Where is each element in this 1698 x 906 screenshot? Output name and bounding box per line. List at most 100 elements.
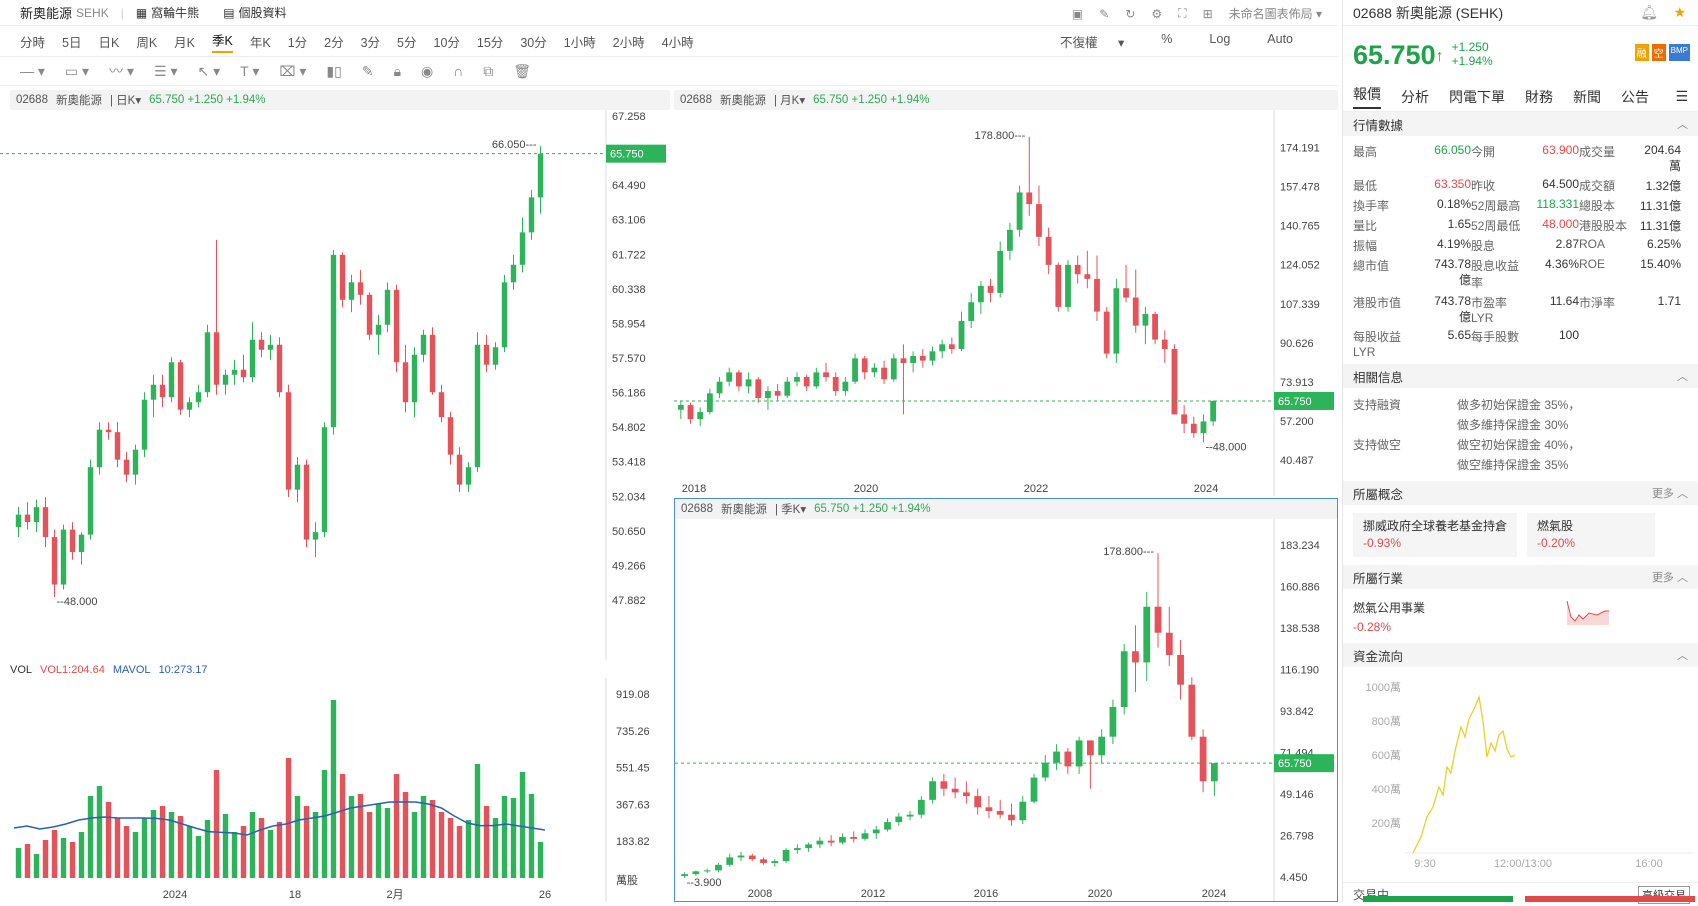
section-quote[interactable]: 行情數據 ︿ <box>1343 112 1698 136</box>
period-item[interactable]: 4小時 <box>661 35 694 50</box>
fib-tool-icon[interactable]: ☰ ▾ <box>154 62 178 79</box>
period-item[interactable]: 1小時 <box>563 35 596 50</box>
quote-value <box>1639 328 1681 359</box>
section-concept[interactable]: 所屬概念 更多 ︿ <box>1343 481 1698 505</box>
period-item[interactable]: 月K <box>174 35 195 50</box>
more-link[interactable]: 更多 ︿ <box>1651 488 1688 500</box>
document-icon: ▤ <box>223 5 235 20</box>
period-item[interactable]: 10分 <box>433 35 460 50</box>
candle-body <box>929 781 936 800</box>
more-link[interactable]: 更多 ︿ <box>1651 572 1688 584</box>
volume-bar <box>303 806 310 878</box>
period-item[interactable]: 2小時 <box>612 35 645 50</box>
arrow-tool-icon[interactable]: ↖ ▾ <box>197 62 221 79</box>
period-item[interactable]: 年K <box>249 35 271 50</box>
candle-body <box>1132 651 1139 663</box>
layers-icon[interactable]: ⧉ <box>483 62 494 79</box>
candle-body <box>816 840 824 845</box>
period-item[interactable]: 分時 <box>20 35 46 50</box>
adjust-select[interactable]: 不復權 ▾ <box>1060 35 1125 50</box>
candle-body <box>793 848 801 850</box>
refresh-icon[interactable]: ↻ <box>1125 6 1136 21</box>
period-item[interactable]: 2分 <box>324 35 344 50</box>
concept-card[interactable]: 挪威政府全球養老基金持倉 -0.93% <box>1353 513 1518 557</box>
warrant-icon: ▦ <box>135 5 148 20</box>
industry-item[interactable]: 燃氣公用事業 -0.28% <box>1343 589 1698 643</box>
pencil-icon[interactable]: ✎ <box>361 62 374 79</box>
y-tick-label: 174.191 <box>1280 143 1320 155</box>
indicator-icon[interactable]: ▮▯ <box>326 62 342 79</box>
period-item[interactable]: 5日 <box>62 35 82 50</box>
period-item[interactable]: 3分 <box>360 35 381 50</box>
tab-quote[interactable]: 報價 <box>1353 84 1381 109</box>
section-industry[interactable]: 所屬行業 更多 ︿ <box>1343 565 1698 589</box>
fullscreen-icon[interactable]: ⛶ <box>1178 6 1187 20</box>
period-item[interactable]: 30分 <box>520 35 547 50</box>
log-toggle[interactable]: Log <box>1209 31 1231 46</box>
label-tool-icon[interactable]: ⌧ ▾ <box>279 62 307 79</box>
daily-candle-chart[interactable]: 67.25865.87464.49063.10661.72260.33858.9… <box>0 110 672 660</box>
candle-body <box>1045 236 1052 265</box>
profile-link[interactable]: ▤ 個股資料 <box>223 5 287 21</box>
volume-bar <box>393 774 400 878</box>
candle-body <box>677 405 684 410</box>
period-item[interactable]: 15分 <box>476 35 504 50</box>
vol-unit-label: 萬股 <box>616 874 638 887</box>
eye-icon[interactable]: ◉ <box>421 62 434 79</box>
star-icon[interactable]: ★ <box>1673 4 1686 20</box>
tab-news[interactable]: 新聞 <box>1573 88 1601 105</box>
monthly-candle-chart[interactable]: 174.191 157.478 140.765 124.052 107.339 90.62… <box>674 110 1338 496</box>
collapse-icon[interactable]: ︿ <box>1677 119 1688 131</box>
quote-label: 總市值 <box>1353 259 1390 273</box>
edit-icon[interactable]: ✎ <box>1099 6 1110 21</box>
quarterly-candle-chart[interactable]: 183.234160.886138.538116.19093.84271.494… <box>675 519 1337 901</box>
auto-toggle[interactable]: Auto <box>1267 31 1293 46</box>
magnet-icon[interactable]: ∩ <box>453 63 464 79</box>
bell-icon[interactable]: 🔔︎ <box>1640 4 1658 20</box>
percent-toggle[interactable]: % <box>1161 31 1173 46</box>
period-item[interactable]: 1分 <box>287 35 308 50</box>
line-tool-icon[interactable]: — ▾ <box>20 62 45 79</box>
collapse-icon[interactable]: ︿ <box>1677 371 1688 383</box>
volume-bar <box>474 764 481 878</box>
wave-tool-icon[interactable]: 〰 ▾ <box>109 63 134 79</box>
section-flow[interactable]: 資金流向 ︿ <box>1343 643 1698 667</box>
candle-body <box>87 467 94 535</box>
volume-chart[interactable]: 919.08 735.26 551.45 367.63 183.82 萬股 2024 18 2月… <box>0 678 672 902</box>
period-item[interactable]: 5分 <box>397 35 417 50</box>
tab-financials[interactable]: 財務 <box>1525 88 1553 105</box>
layout-select[interactable]: 未命名圖表佈局 ▾ <box>1228 7 1322 21</box>
concept-card[interactable]: 燃氣股 -0.20% <box>1527 513 1656 557</box>
candle-body <box>231 369 238 375</box>
quote-label: 市盈率LYR <box>1471 296 1508 325</box>
candle-body <box>33 507 40 523</box>
trash-icon[interactable]: 🗑︎ <box>513 62 532 79</box>
volume-bar <box>384 808 391 878</box>
sell-button[interactable] <box>1525 896 1695 902</box>
flow-tick-label: 600萬 <box>1372 749 1401 762</box>
warrants-link[interactable]: ▦ 窩輪牛熊 <box>135 5 200 21</box>
period-item-active[interactable]: 季K <box>212 30 233 53</box>
volume-bar <box>132 832 139 878</box>
menu-icon[interactable]: ☰ <box>1675 88 1688 104</box>
vol-tick-label: 919.08 <box>616 689 650 701</box>
text-tool-icon[interactable]: T ▾ <box>240 62 260 79</box>
tab-announcements[interactable]: 公告 <box>1621 88 1649 105</box>
section-related[interactable]: 相關信息 ︿ <box>1343 364 1698 388</box>
y-tick-label: 90.626 <box>1280 338 1314 350</box>
collapse-icon[interactable]: ︿ <box>1677 650 1688 662</box>
tab-analysis[interactable]: 分析 <box>1401 88 1429 105</box>
gear-icon[interactable]: ⚙ <box>1151 6 1163 21</box>
tab-flash-order[interactable]: 閃電下單 <box>1449 88 1505 105</box>
volume-bar <box>519 772 526 878</box>
lock-icon[interactable]: 🔒︎ <box>393 62 402 79</box>
grid-layout-icon[interactable]: ⊞ <box>1202 6 1213 21</box>
candle-body <box>997 250 1004 293</box>
buy-button[interactable] <box>1363 896 1513 902</box>
period-item[interactable]: 日K <box>98 35 120 50</box>
volume-bar <box>438 812 445 878</box>
screenshot-icon[interactable]: ▣ <box>1071 6 1084 21</box>
rect-tool-icon[interactable]: ▭ ▾ <box>64 62 90 79</box>
y-tick-label: 53.418 <box>612 457 646 469</box>
period-item[interactable]: 周K <box>136 35 158 50</box>
